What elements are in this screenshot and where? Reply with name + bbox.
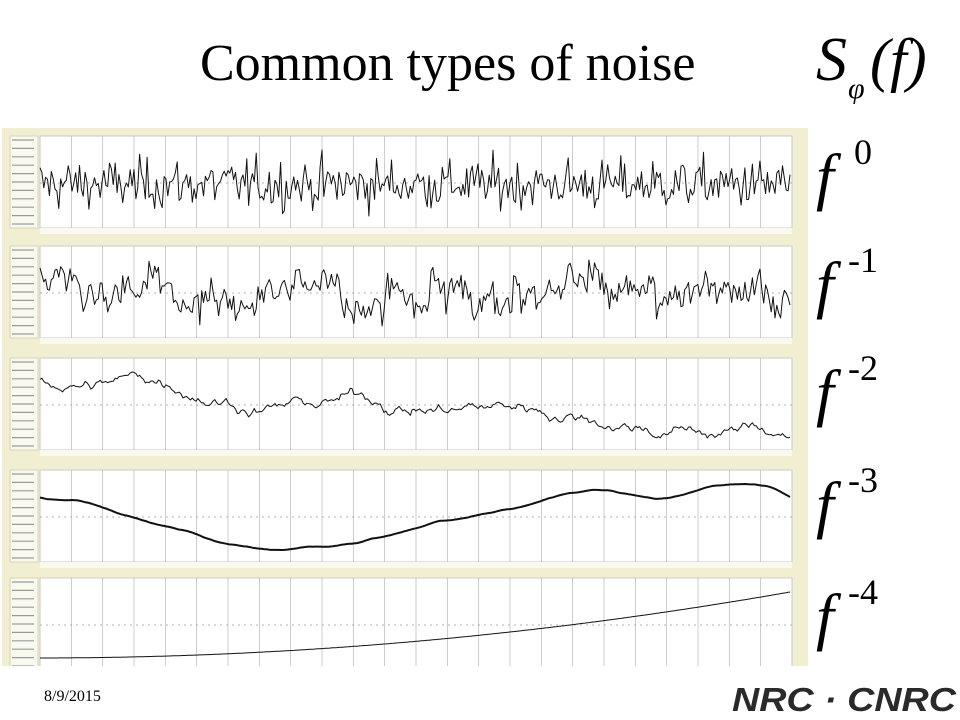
f-exponent-label-0: f 0	[816, 132, 872, 212]
logo-text: NRC · CNRC	[732, 681, 957, 716]
noise-trace-0	[39, 149, 791, 217]
exponent-text: -3	[848, 460, 878, 500]
exponent-text: 0	[854, 132, 872, 172]
exponent-text: -4	[848, 572, 878, 612]
f-symbol: f	[816, 249, 842, 320]
noise-trace-3	[39, 483, 791, 551]
noise-plots	[9, 135, 793, 666]
exponent-text: -2	[848, 348, 878, 388]
nrc-cnrc-logo: NRC · CNRC	[732, 681, 957, 716]
noise-trace-2	[39, 371, 791, 439]
noise-trace-1	[39, 259, 791, 327]
f-exponent-label-2: f -2	[816, 348, 878, 428]
f-exponent-label-3: f -3	[816, 460, 878, 540]
psd-subscript: φ	[848, 72, 865, 104]
psd-argument: (f)	[870, 27, 927, 93]
f-exponent-label-1: f -1	[816, 240, 878, 320]
slide-title: Common types of noise	[200, 35, 696, 92]
x-tick-strip-2	[40, 450, 792, 456]
noise-trace-4	[40, 591, 791, 659]
f-symbol: f	[816, 141, 842, 212]
f-symbol: f	[816, 469, 842, 540]
noise-plots-panel	[2, 128, 808, 666]
x-tick-strip-0	[40, 228, 792, 234]
y-tick-column-4	[9, 577, 39, 666]
footer-date: 8/9/2015	[44, 688, 101, 705]
f-exponent-label-4: f -4	[816, 572, 878, 652]
exponent-text: -1	[848, 240, 878, 280]
x-tick-strip-1	[40, 338, 792, 344]
f-symbol: f	[816, 357, 842, 428]
psd-symbol-label: S φ (f)	[816, 26, 927, 104]
x-tick-strip-3	[40, 562, 792, 568]
psd-symbol: S	[816, 26, 847, 94]
f-symbol: f	[816, 581, 842, 652]
